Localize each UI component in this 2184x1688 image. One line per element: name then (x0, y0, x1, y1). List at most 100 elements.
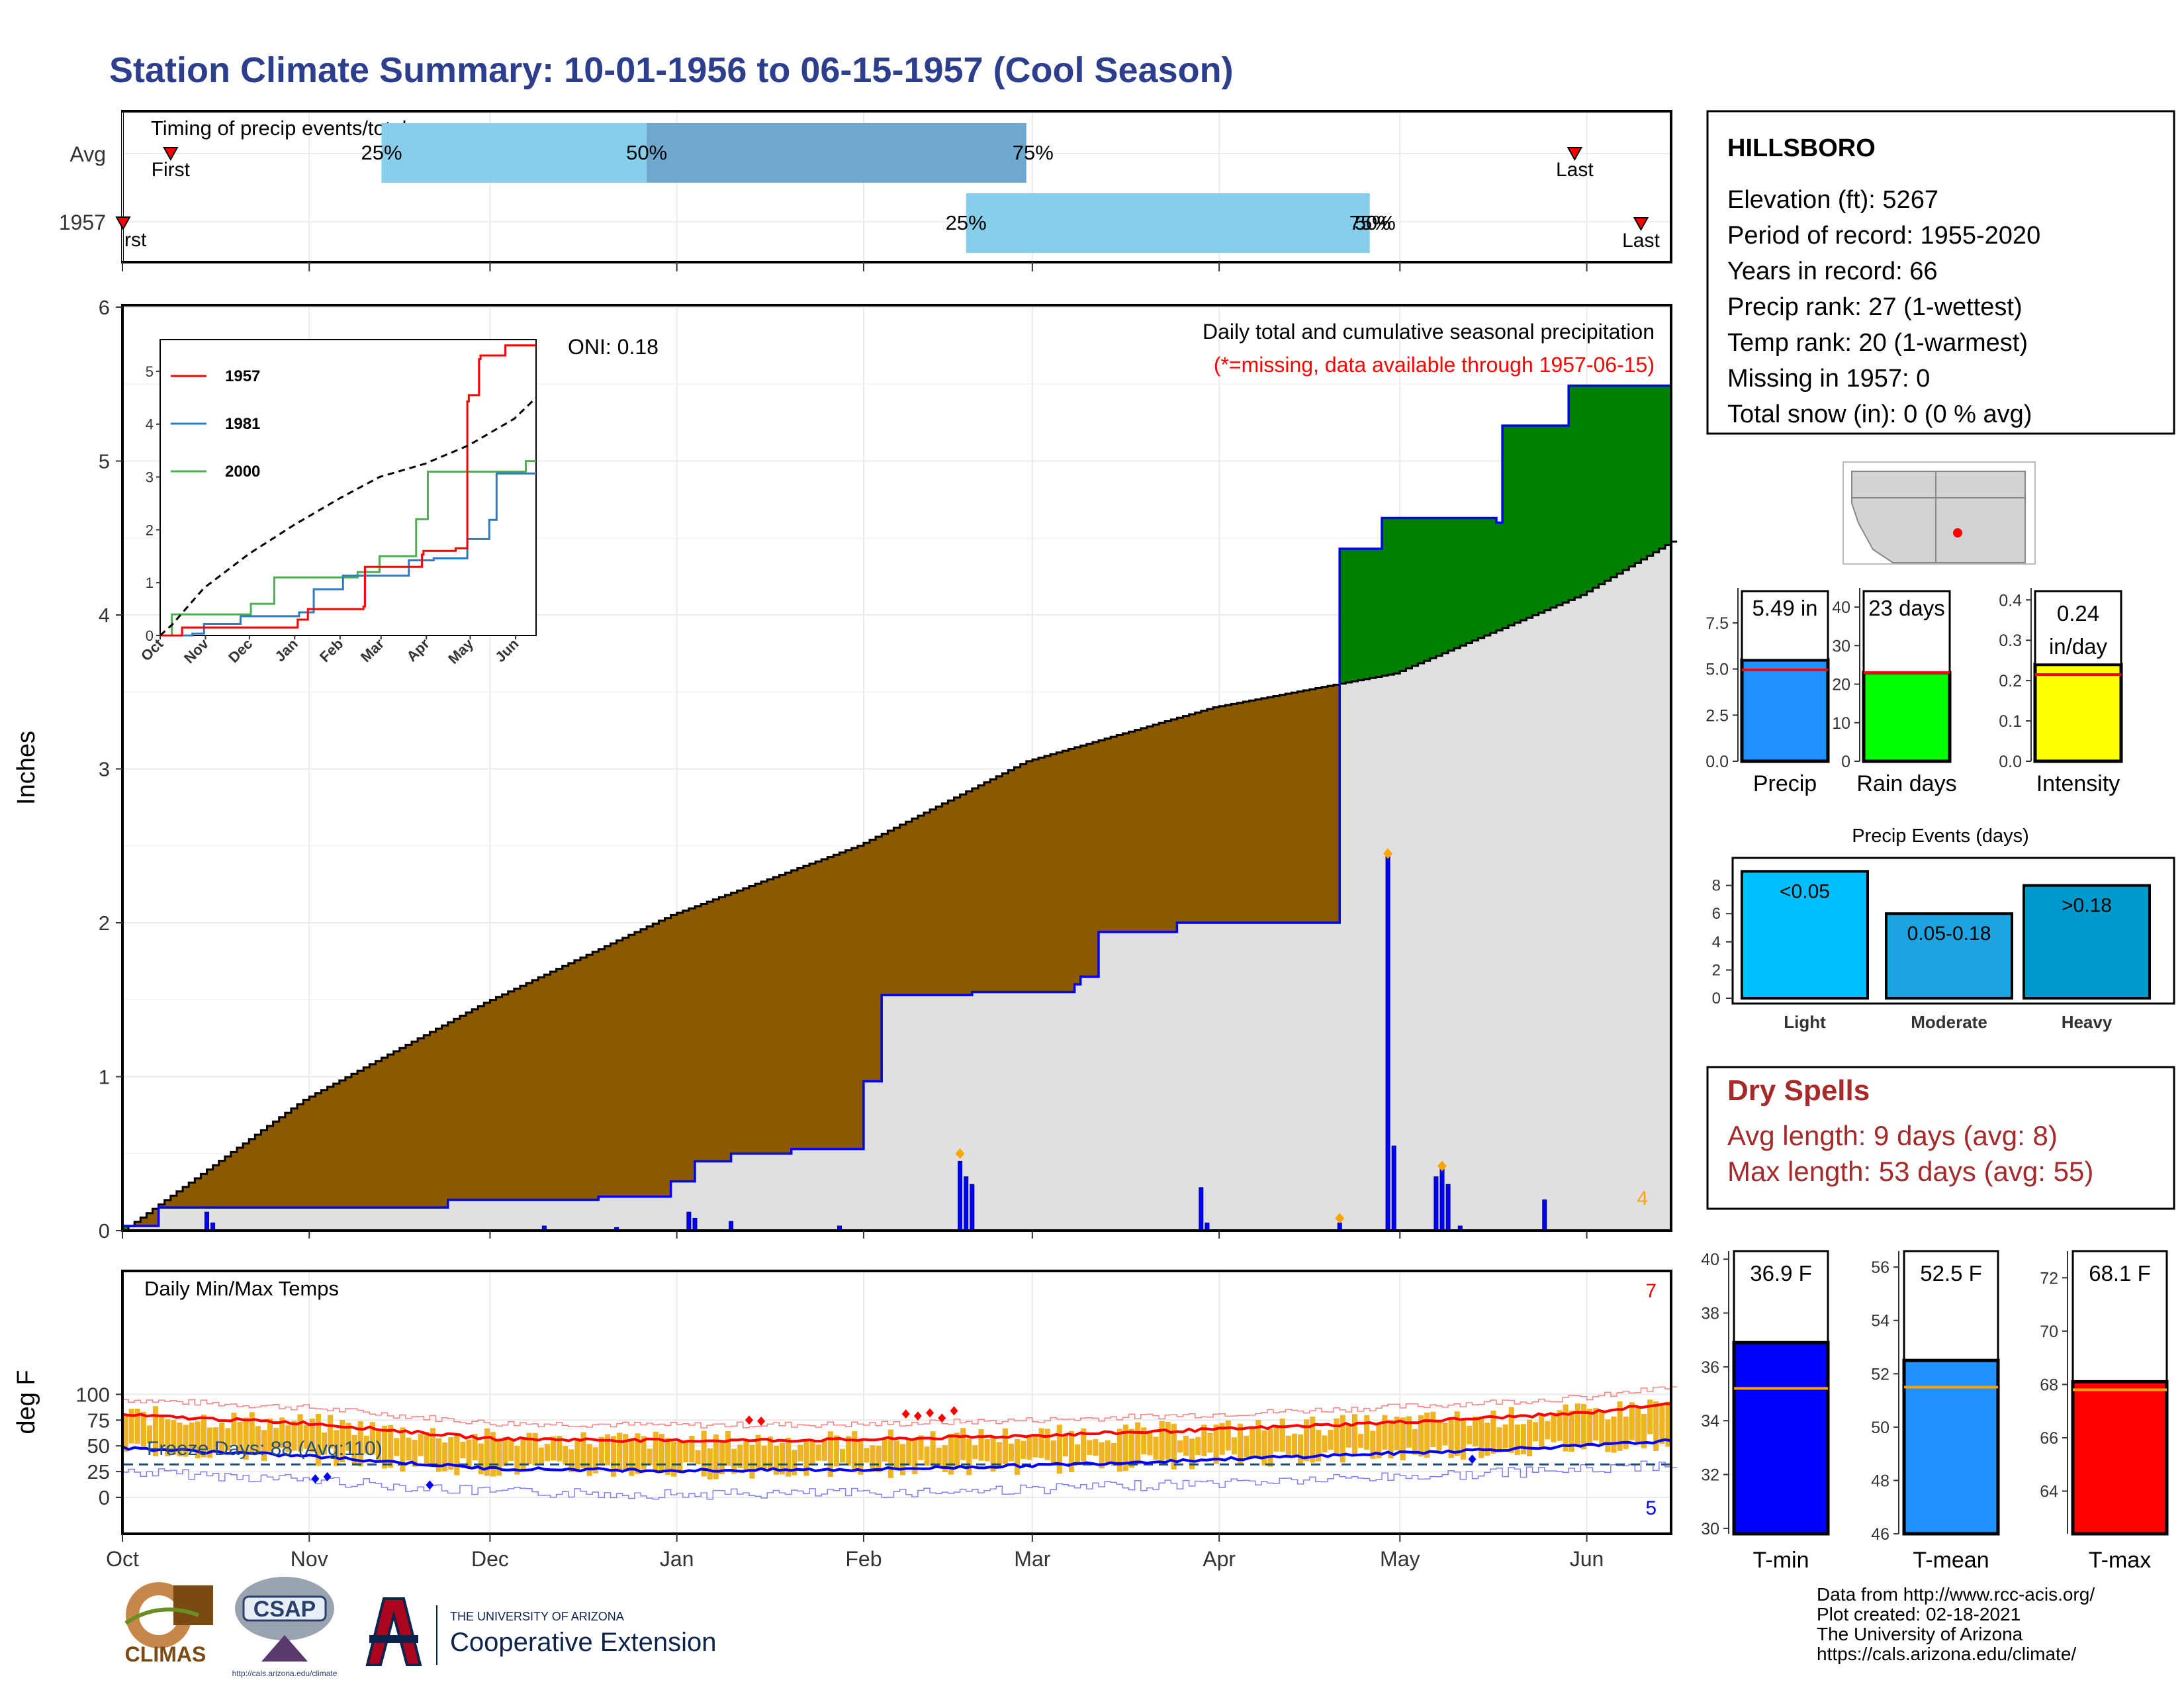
daily-temp-bar (1557, 1410, 1563, 1441)
record-high-marker (938, 1413, 946, 1423)
avg-timing-bar-q2 (647, 123, 1026, 183)
avg-p50-label: 50% (626, 141, 667, 164)
daily-temp-bar (737, 1444, 743, 1468)
daily-temp-bar (629, 1438, 635, 1476)
record-high-marker (901, 1409, 910, 1419)
daily-temp-bar (146, 1425, 153, 1444)
daily-temp-bar (526, 1432, 532, 1464)
events-bar (2023, 884, 2151, 1000)
record-high-marker (745, 1415, 753, 1425)
x-tick-label: May (1380, 1547, 1420, 1571)
precip-header-line2: (*=missing, data available through 1957-… (1214, 353, 1655, 377)
daily-temp-bar (442, 1442, 448, 1472)
daily-temp-bar (297, 1414, 303, 1452)
daily-temp-bar (918, 1435, 924, 1460)
daily-temp-bar (351, 1434, 357, 1465)
daily-temp-bar (827, 1431, 833, 1477)
dry-spells-avg: Avg length: 9 days (avg: 8) (1727, 1120, 2058, 1151)
daily-precip-bar (958, 1160, 963, 1231)
events-title: Precip Events (days) (1852, 825, 2029, 847)
daily-temp-bar (424, 1432, 430, 1464)
summary-value-label: 5.49 in (1752, 596, 1817, 620)
summary-tick-label: 30 (1832, 637, 1850, 655)
daily-temp-bar (140, 1411, 146, 1447)
daily-temp-bar (388, 1425, 394, 1468)
daily-temp-bar (490, 1432, 496, 1477)
daily-temp-bar (936, 1447, 942, 1466)
daily-temp-bar (1502, 1424, 1508, 1449)
daily-temp-bar (328, 1415, 334, 1449)
daily-temp-bar (1629, 1402, 1635, 1440)
daily-temp-bar (1032, 1434, 1038, 1458)
daily-temp-bar (1334, 1418, 1340, 1454)
daily-temp-bar (912, 1438, 918, 1474)
summary-value-bar (1740, 658, 1830, 763)
summary-bar-label: Precip (1753, 771, 1817, 796)
summary-tick-label: 5.0 (1706, 661, 1729, 679)
daily-temp-bar (189, 1422, 195, 1452)
daily-temp-bar (1611, 1416, 1617, 1453)
temp-summary-bar (1902, 1358, 2000, 1536)
daily-temp-bar (177, 1423, 183, 1457)
daily-temp-bar (1008, 1443, 1015, 1462)
daily-temp-bar (122, 1413, 128, 1452)
summary-tick-label: 20 (1832, 676, 1850, 694)
daily-temp-bar (357, 1421, 363, 1466)
daily-temp-bar (334, 1430, 340, 1466)
daily-temp-bar (1460, 1419, 1466, 1460)
daily-temp-bar (767, 1436, 773, 1470)
daily-temp-bar (1279, 1419, 1285, 1452)
daily-temp-bar (1291, 1433, 1297, 1455)
timing-row-1957: 1957 (59, 211, 106, 234)
daily-temp-bar (1219, 1423, 1225, 1455)
daily-temp-bar (1424, 1412, 1430, 1458)
daily-temp-bar (1545, 1421, 1551, 1440)
daily-temp-bar (1466, 1425, 1473, 1445)
daily-temp-bar (1231, 1437, 1237, 1455)
temp-summary-tick-label: 32 (1701, 1466, 1719, 1485)
inset-y-tick-label: 5 (146, 363, 154, 380)
observed-cumulative-line (122, 384, 1671, 1227)
daily-temp-bar (611, 1436, 617, 1477)
daily-temp-bar (635, 1433, 641, 1474)
1957-first-marker (115, 216, 131, 231)
temp-summary-value-label: 36.9 F (1750, 1261, 1812, 1286)
daily-temp-bar (683, 1441, 689, 1463)
summary-tick-label: 7.5 (1706, 614, 1729, 633)
y-tick-label: 5 (99, 450, 110, 473)
summary-tick-label: 10 (1832, 714, 1850, 733)
daily-temp-bar (363, 1435, 369, 1454)
inset-y-tick-label: 2 (146, 522, 154, 538)
temp-summary-tick-label: 56 (1871, 1258, 1889, 1277)
daily-temp-bar (1135, 1422, 1141, 1465)
daily-temp-bar (996, 1442, 1002, 1468)
daily-temp-bar (1647, 1399, 1653, 1434)
temp-summary-value-label: 52.5 F (1920, 1261, 1982, 1286)
daily-temp-bar (418, 1434, 424, 1456)
daily-temp-bar (412, 1440, 418, 1467)
daily-temp-bar (815, 1444, 821, 1461)
daily-temp-bar (948, 1433, 954, 1475)
daily-temp-bar (478, 1443, 484, 1475)
daily-temp-bar (1351, 1414, 1358, 1456)
record-max-line (122, 1386, 1678, 1429)
daily-temp-bar (321, 1432, 328, 1455)
daily-temp-bar (1093, 1438, 1099, 1456)
inset-legend-label: 2000 (225, 463, 260, 481)
1957-p50-label: 50% (1355, 211, 1396, 234)
daily-temp-bar (243, 1417, 249, 1460)
dry-spells-max: Max length: 53 days (avg: 55) (1727, 1156, 2093, 1187)
record-low-marker (311, 1474, 320, 1483)
daily-temp-bar (484, 1428, 490, 1476)
daily-temp-bar (369, 1422, 375, 1455)
inset-y-tick-label: 3 (146, 469, 154, 486)
daily-temp-bar (1665, 1401, 1671, 1447)
record-low-marker (1468, 1454, 1477, 1464)
daily-temp-bar (689, 1436, 695, 1463)
events-bar-range: <0.05 (1780, 880, 1830, 902)
daily-temp-bar (1297, 1434, 1304, 1465)
daily-temp-bar (960, 1428, 966, 1460)
daily-temp-bar (1159, 1421, 1165, 1463)
y-tick-label: 50 (87, 1434, 110, 1458)
daily-temp-bar (1122, 1425, 1129, 1471)
